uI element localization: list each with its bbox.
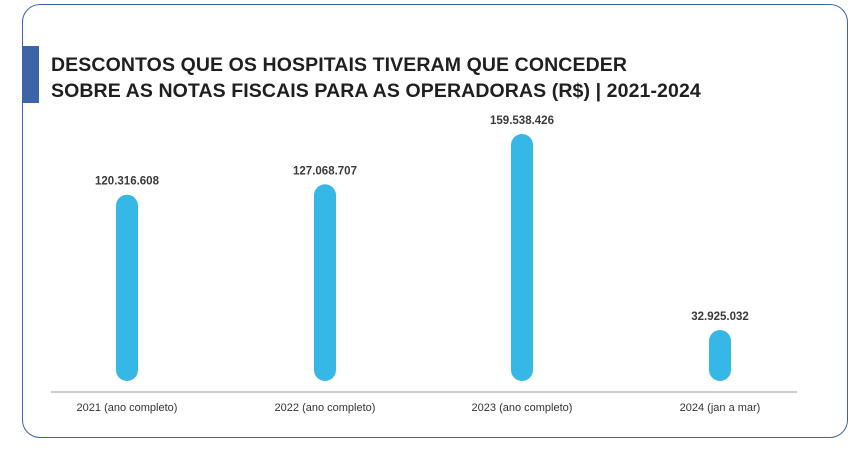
bar-1: [116, 194, 138, 381]
data-label-1: 120.316.608: [95, 176, 160, 188]
x-tick-label-3: 2023 (ano completo): [472, 402, 573, 414]
data-label-2: 127.068.707: [293, 165, 357, 177]
chart-title: DESCONTOS QUE OS HOSPITAIS TIVERAM QUE C…: [51, 52, 701, 104]
x-tick-label-1: 2021 (ano completo): [77, 402, 178, 414]
chart-title-line-1: DESCONTOS QUE OS HOSPITAIS TIVERAM QUE C…: [51, 54, 628, 76]
chart-title-line-2: SOBRE AS NOTAS FISCAIS PARA AS OPERADORA…: [51, 80, 701, 102]
bar-3: [511, 134, 533, 381]
data-label-4: 32.925.032: [691, 311, 749, 323]
title-accent-bar: [22, 46, 39, 103]
bar-2: [314, 184, 336, 381]
bar-4: [709, 330, 731, 381]
x-tick-label-2: 2022 (ano completo): [275, 402, 376, 414]
x-tick-label-4: 2024 (jan a mar): [680, 402, 761, 414]
data-label-3: 159.538.426: [490, 115, 554, 127]
